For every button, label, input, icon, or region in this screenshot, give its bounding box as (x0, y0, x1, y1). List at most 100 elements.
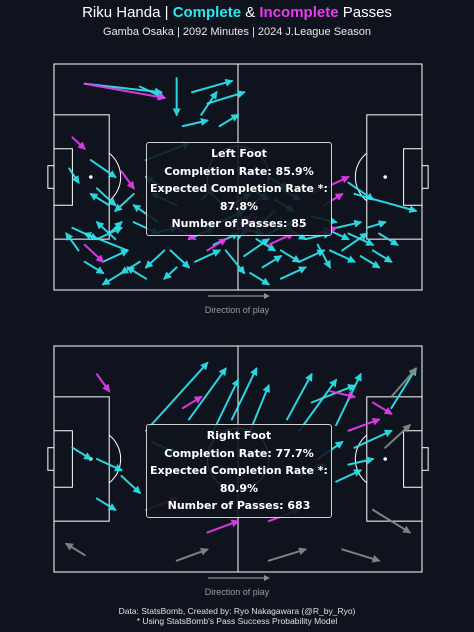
pass-arrow (83, 82, 166, 101)
pass-arrow (329, 249, 356, 263)
pass-arrow (206, 238, 228, 252)
pass-arrow (230, 367, 258, 421)
pass-arrow (187, 367, 227, 421)
footer-source: Data: StatsBomb, Created by: Ryo Nakagaw… (118, 606, 356, 616)
direction-label-left: Direction of play (204, 305, 270, 315)
stats-pass-count: Number of Passes: 85 (171, 217, 307, 230)
pass-arrow (194, 249, 222, 263)
six-yard-box-left (53, 430, 73, 488)
chart-title: Riku Handa | Complete & Incomplete Passe… (0, 4, 474, 22)
pass-arrow (249, 272, 271, 286)
pass-arrow (71, 226, 99, 241)
pass-arrow (371, 249, 393, 263)
pass-arrow (384, 424, 411, 449)
pass-arrow (212, 378, 239, 432)
title-incomplete: Incomplete (259, 4, 339, 21)
pass-arrow (347, 181, 375, 201)
pass-arrow (249, 384, 270, 432)
penalty-spot-right (383, 457, 388, 461)
goal-left (47, 165, 55, 189)
pass-arrow (378, 232, 399, 246)
pass-arrow (206, 90, 246, 105)
goal-right (421, 165, 429, 189)
pass-arrow (145, 361, 209, 432)
pass-arrow (347, 456, 375, 466)
title-complete: Complete (172, 4, 242, 21)
pass-arrow (71, 446, 93, 460)
pass-arrow (144, 249, 166, 269)
six-yard-box-right (403, 430, 423, 488)
pass-arrow (169, 249, 191, 269)
pass-arrow (181, 118, 209, 128)
pass-arrow (102, 249, 130, 263)
pass-arrow (224, 249, 246, 275)
pass-arrow (181, 395, 203, 410)
pass-arrow (83, 243, 105, 263)
pass-arrow (95, 226, 123, 241)
pass-arrow (353, 429, 393, 449)
pass-arrow (279, 266, 307, 280)
stats-completion-rate: Completion Rate: 85.9% (164, 164, 314, 178)
penalty-arc-right (354, 434, 368, 484)
pass-arrow (335, 219, 363, 229)
stats-expected-rate: Expected Completion Rate *: 80.9% (150, 464, 328, 495)
pass-arrow (120, 170, 135, 190)
pass-arrow (71, 136, 86, 150)
stats-expected-rate: Expected Completion Rate *: 87.8% (150, 182, 328, 213)
pass-arrow (329, 390, 357, 400)
pass-arrow (267, 547, 307, 562)
pass-arrow (353, 192, 418, 214)
pass-arrow (341, 232, 369, 252)
pass-arrow (126, 266, 147, 280)
penalty-spot-right (383, 175, 388, 179)
pass-arrow (286, 372, 313, 421)
penalty-area-right (366, 114, 423, 240)
pass-arrow (89, 159, 117, 178)
pass-arrow (341, 548, 381, 563)
pass-arrow (359, 255, 381, 269)
stats-header: Right Foot (206, 429, 272, 442)
pass-arrow (335, 372, 362, 427)
pass-arrow (371, 401, 393, 415)
pass-arrow (120, 260, 141, 275)
pass-arrow (101, 272, 123, 286)
pass-arrow (310, 384, 357, 404)
penalty-spot-left (89, 175, 93, 179)
goal-left (47, 447, 55, 471)
stats-box-right-foot: Right Foot Completion Rate: 77.7% Expect… (146, 424, 332, 518)
pass-arrow (95, 373, 111, 393)
six-yard-box-right (403, 148, 423, 206)
pass-arrow (390, 367, 417, 398)
pass-arrow (371, 508, 412, 534)
pass-arrow (365, 220, 387, 229)
pass-arrow (298, 249, 326, 263)
series-other (64, 367, 417, 563)
pass-arrow (163, 266, 178, 280)
pass-arrow (298, 378, 338, 432)
stats-header: Left Foot (211, 147, 267, 160)
title-prefix: Riku Handa | (82, 4, 173, 21)
chart-subtitle: Gamba Osaka | 2092 Minutes | 2024 J.Leag… (102, 26, 372, 38)
pass-arrow (390, 367, 417, 410)
pass-arrow (243, 238, 270, 258)
stats-box-left-foot: Left Foot Completion Rate: 85.9% Expecte… (146, 142, 332, 236)
direction-arrow (208, 293, 270, 299)
penalty-area-left (53, 114, 110, 240)
pass-arrow (206, 519, 240, 534)
penalty-area-right (366, 396, 423, 522)
direction-label-right: Direction of play (204, 587, 270, 597)
pass-arrow (218, 113, 240, 128)
pass-arrow (95, 187, 117, 207)
pass-arrow (200, 90, 218, 116)
pass-arrow (114, 192, 135, 212)
stats-completion-rate: Completion Rate: 77.7% (164, 446, 314, 460)
title-suffix: Passes (338, 4, 392, 21)
pass-arrow (120, 474, 142, 494)
pass-arrow (68, 167, 80, 184)
penalty-arc-left (108, 434, 122, 484)
title-amp: & (241, 4, 260, 21)
pass-arrow (89, 192, 111, 207)
pass-arrow (335, 469, 363, 483)
pass-arrow (95, 458, 123, 472)
direction-arrow (208, 575, 270, 581)
